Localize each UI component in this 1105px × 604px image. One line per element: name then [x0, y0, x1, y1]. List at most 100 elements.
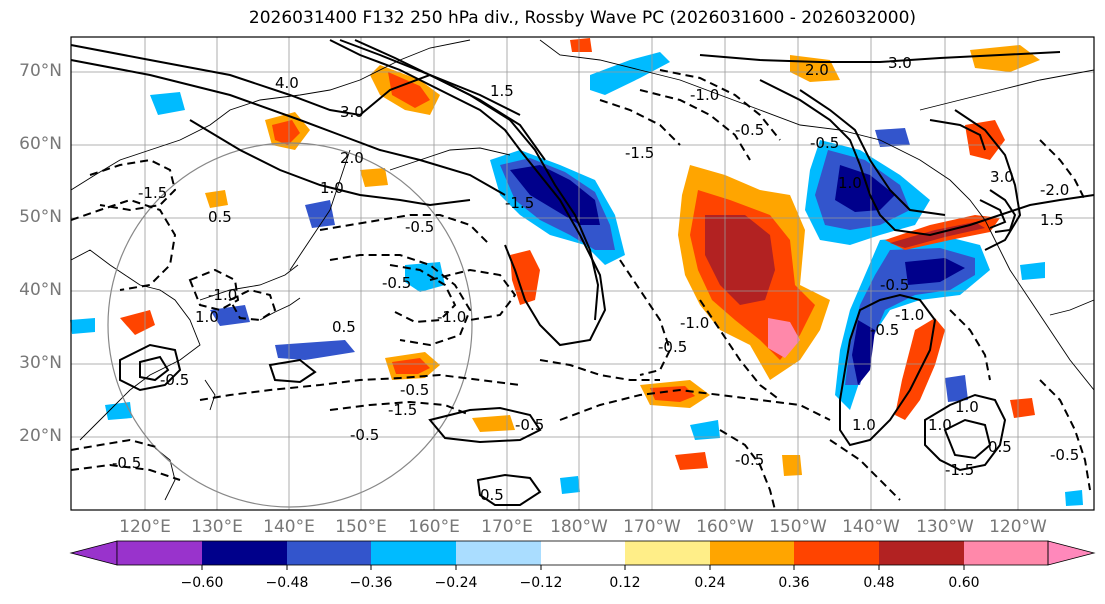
positive-region [675, 452, 708, 470]
positive-region [472, 415, 515, 432]
negative-region [852, 320, 875, 385]
contour-label: 0.5 [208, 208, 232, 226]
negative-region [845, 248, 975, 385]
positive-region [205, 190, 228, 208]
negative-region [150, 92, 185, 115]
lon-label: 120°W [989, 517, 1047, 537]
colorbar-segment [287, 541, 371, 565]
negative-region [905, 258, 965, 285]
contour-label: -0.5 [870, 321, 899, 339]
coastlines [70, 39, 1095, 501]
positive-region [570, 38, 592, 52]
contour-label: -1.0 [437, 308, 466, 326]
contour-label: -1.0 [690, 86, 719, 104]
contour-label: -1.0 [895, 306, 924, 324]
contour-label: 1.0 [928, 416, 952, 434]
contour-label: -0.5 [400, 381, 429, 399]
colorbar-segment [964, 541, 1048, 565]
colorbar [69, 540, 1096, 570]
colorbar-tick-label: −0.24 [434, 575, 478, 591]
colorbar-ticks [201, 565, 965, 570]
contour-label: 3.0 [888, 54, 912, 72]
lat-label: 70°N [19, 61, 62, 81]
positive-region [768, 318, 800, 358]
lon-label: 160°E [408, 517, 460, 537]
colorbar-tick-label: −0.36 [349, 575, 393, 591]
contour-label: -2.0 [1040, 181, 1069, 199]
colorbar-tick-label: 0.60 [948, 575, 980, 591]
lon-label: 130°E [191, 517, 243, 537]
contour-label: 1.0 [838, 174, 862, 192]
map-frame [70, 36, 1095, 511]
contour-label: -1.0 [680, 314, 709, 332]
contour-label: -1.5 [625, 144, 654, 162]
colorbar-tick-label: −0.48 [265, 575, 309, 591]
lon-label: 140°W [842, 517, 900, 537]
contour-label: -0.5 [810, 134, 839, 152]
negative-region [875, 128, 910, 147]
lon-label: 140°E [263, 517, 315, 537]
contour-label: -0.5 [382, 274, 411, 292]
colorbar-segment [794, 541, 879, 565]
graticule [71, 37, 1094, 510]
positive-region [965, 120, 1005, 160]
negative-region [1065, 490, 1083, 506]
colorbar-segment [371, 541, 456, 565]
contour-label: 2.0 [340, 149, 364, 167]
great-circle [107, 142, 473, 508]
lon-label: 170°E [481, 517, 533, 537]
divergence-shading [70, 38, 1083, 506]
contour-label: 0.5 [480, 486, 504, 504]
colorbar-segment [117, 541, 202, 565]
contour-label: -0.5 [880, 276, 909, 294]
contour-label: -0.5 [405, 218, 434, 236]
positive-region [890, 222, 985, 248]
positive-region [392, 358, 430, 374]
contour-label: 4.0 [275, 74, 299, 92]
colorbar-tick-label: −0.60 [180, 575, 224, 591]
positive-region [782, 455, 802, 476]
contour-label: 1.5 [1040, 211, 1064, 229]
positive-region [388, 72, 430, 108]
lat-label: 50°N [19, 207, 62, 227]
colorbar-extend-max [1047, 540, 1096, 566]
colorbar-segment [456, 541, 541, 565]
contour-label: 0.5 [988, 438, 1012, 456]
negative-region [305, 200, 335, 228]
positive-region [360, 168, 388, 187]
negative-region [70, 318, 95, 334]
lon-label: 120°E [119, 517, 171, 537]
positive-region [120, 310, 155, 335]
lat-label: 20°N [19, 426, 62, 446]
contour-label: 1.5 [490, 82, 514, 100]
contour-label: 1.0 [852, 416, 876, 434]
contour-label: -1.5 [388, 401, 417, 419]
lat-label: 60°N [19, 134, 62, 154]
colorbar-segment [541, 541, 625, 565]
colorbar-frame [116, 540, 1049, 566]
negative-region [210, 305, 250, 326]
positive-region [272, 120, 300, 145]
lon-label: 160°W [696, 517, 754, 537]
colorbar-extend-min [69, 540, 118, 566]
negative-region [275, 340, 355, 360]
contour-label: 0.5 [332, 318, 356, 336]
contour-label: -1.0 [208, 286, 237, 304]
negative-region [945, 375, 968, 402]
negative-region [590, 52, 670, 95]
lat-label: 40°N [19, 280, 62, 300]
colorbar-segment [202, 541, 287, 565]
negative-region [690, 420, 720, 440]
colorbar-segment [879, 541, 964, 565]
contour-label: -0.5 [112, 454, 141, 472]
positive-region [705, 215, 775, 305]
colorbar-tick-label: 0.36 [778, 575, 810, 591]
rossby-pc-negative-contours [70, 69, 1091, 511]
lon-label: 150°E [335, 517, 387, 537]
lon-label: 170°W [623, 517, 681, 537]
contour-label: -0.5 [735, 451, 764, 469]
contour-label: -1.5 [945, 461, 974, 479]
lon-label: 130°W [916, 517, 974, 537]
colorbar-tick-label: 0.24 [694, 575, 726, 591]
positive-region [970, 45, 1040, 72]
